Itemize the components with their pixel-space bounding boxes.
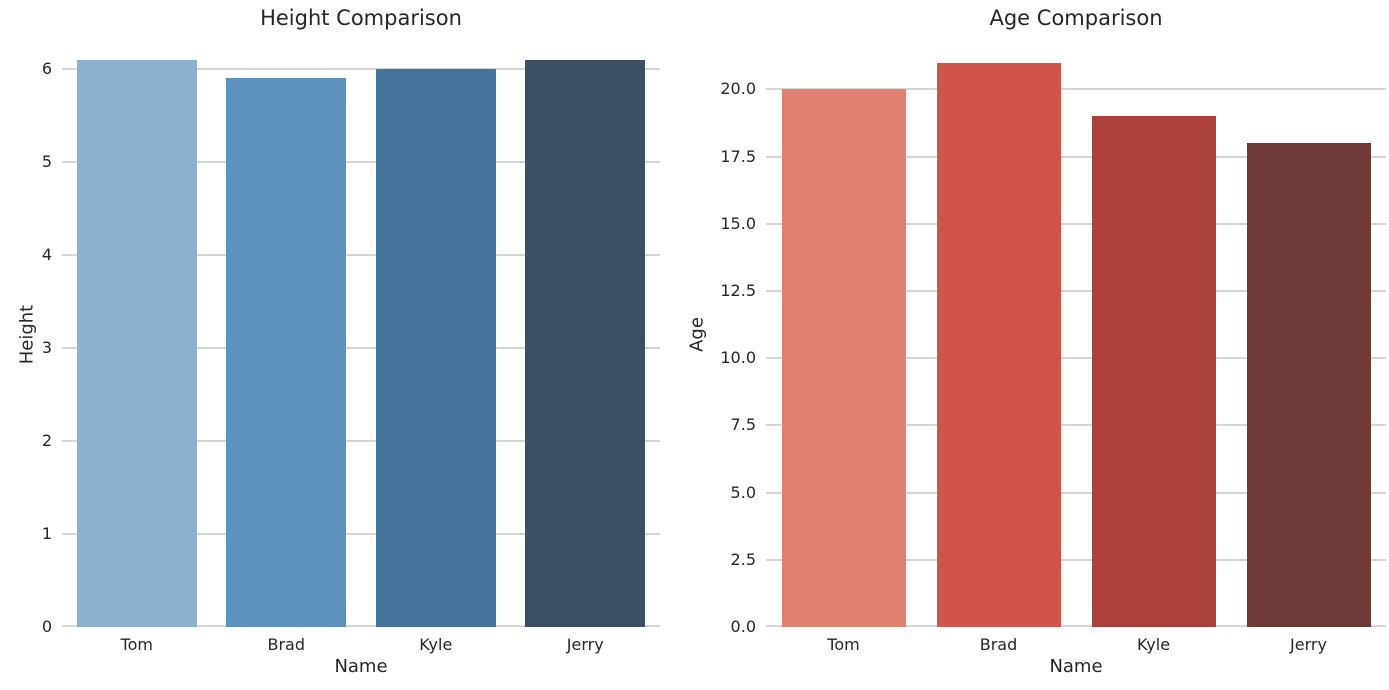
- gridline: [62, 532, 660, 535]
- y-tick-label: 0.0: [730, 617, 756, 636]
- gridline: [62, 439, 660, 442]
- y-tick-label: 2.5: [730, 549, 756, 569]
- bar-jerry: [525, 59, 646, 627]
- x-tick-label-kyle: Kyle: [1136, 635, 1171, 654]
- gridline: [766, 155, 1386, 158]
- x-tick-label-brad: Brad: [979, 635, 1018, 654]
- plot-area: [62, 41, 660, 627]
- bar-kyle: [1091, 116, 1216, 627]
- gridline: [766, 424, 1386, 427]
- gridline: [766, 88, 1386, 91]
- bar-tom: [781, 89, 906, 627]
- x-tick-label-jerry: Jerry: [1290, 635, 1327, 654]
- bar-jerry: [1246, 143, 1371, 627]
- y-tick-label: 15.0: [720, 213, 756, 233]
- y-tick-label: 17.5: [720, 146, 756, 166]
- y-tick-label: 3: [41, 337, 52, 357]
- chart-title: Height Comparison: [260, 6, 462, 30]
- gridline: [766, 491, 1386, 494]
- y-tick-label: 1: [41, 523, 52, 543]
- gridline: [766, 357, 1386, 360]
- bar-kyle: [375, 68, 496, 627]
- x-tick-label-brad: Brad: [267, 635, 305, 654]
- plot-area: [766, 41, 1386, 627]
- y-tick-label: 5: [41, 151, 52, 171]
- x-axis-label: Name: [1049, 656, 1103, 677]
- y-tick-label: 7.5: [730, 415, 756, 435]
- y-tick-label: 2: [41, 430, 52, 450]
- x-axis-line: [766, 625, 1386, 627]
- bar-brad: [226, 78, 347, 627]
- y-tick-label: 10.0: [720, 348, 756, 368]
- y-tick-label: 6: [41, 58, 52, 78]
- x-tick-label-jerry: Jerry: [566, 635, 604, 654]
- x-tick-label-tom: Tom: [827, 635, 860, 654]
- gridline: [766, 289, 1386, 292]
- x-axis-label: Name: [334, 656, 388, 677]
- y-tick-label: 12.5: [720, 280, 756, 300]
- gridline: [766, 222, 1386, 225]
- y-tick-label: 5.0: [730, 482, 756, 502]
- gridline: [62, 67, 660, 70]
- y-tick-label: 0: [41, 617, 52, 636]
- y-tick-label: 4: [41, 244, 52, 264]
- bar-brad: [936, 62, 1061, 627]
- y-tick-label: 20.0: [720, 79, 756, 99]
- x-tick-label-kyle: Kyle: [419, 635, 453, 654]
- chart-title: Age Comparison: [989, 6, 1163, 30]
- gridline: [62, 346, 660, 349]
- gridline: [62, 253, 660, 256]
- x-axis-line: [62, 625, 660, 627]
- y-axis-label: Height: [16, 304, 38, 365]
- x-tick-label-tom: Tom: [120, 635, 153, 654]
- gridline: [62, 160, 660, 163]
- bar-tom: [76, 59, 197, 627]
- gridline: [766, 558, 1386, 561]
